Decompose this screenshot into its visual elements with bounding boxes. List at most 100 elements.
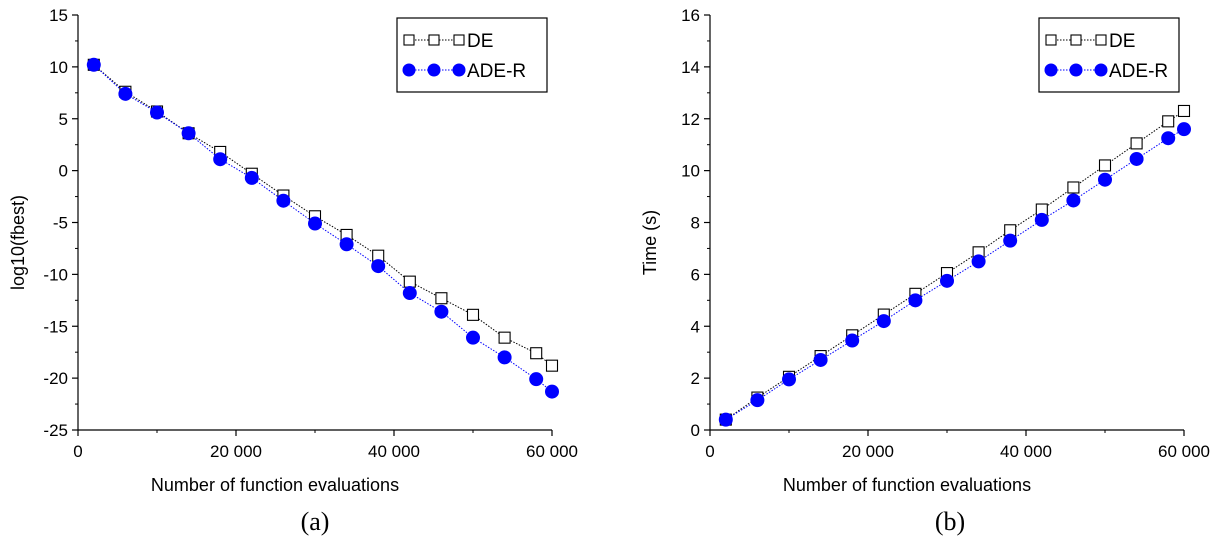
y-tick-label: 4 [691, 317, 700, 336]
data-point-de [1067, 181, 1080, 194]
x-tick-label: 40 000 [1000, 442, 1052, 461]
data-point-de [545, 359, 559, 372]
data-point-ade-r [181, 126, 196, 141]
legend-marker [1070, 34, 1082, 46]
data-point-ade-r [339, 237, 354, 252]
y-tick-label: -25 [43, 421, 68, 440]
data-point-ade-r [150, 105, 164, 120]
legend: DE ADE-R [1038, 17, 1180, 93]
data-point-ade-r [1098, 172, 1112, 187]
data-point-ade-r [276, 193, 291, 208]
y-tick-label: 12 [681, 110, 700, 129]
data-point-ade-r [1177, 122, 1191, 137]
data-point-de [1098, 159, 1112, 172]
plot-area [86, 57, 559, 399]
data-point-ade-r [940, 273, 954, 288]
legend-label: ADE-R [1109, 61, 1168, 82]
legend-box [1038, 17, 1180, 93]
y-tick-label: -20 [43, 369, 68, 388]
x-tick-label: 60 000 [526, 442, 578, 461]
data-point-ade-r [845, 333, 860, 348]
data-point-ade-r [86, 57, 101, 72]
legend-marker [1094, 63, 1108, 77]
data-point-ade-r [1034, 212, 1049, 227]
series-line-ade-r [725, 128, 1185, 421]
panel-caption: (b) [935, 507, 965, 536]
y-tick-label: 16 [681, 6, 700, 25]
legend-marker [1045, 34, 1057, 46]
y-tick-label: 15 [49, 6, 68, 25]
data-point-de [403, 275, 416, 288]
legend-label: ADE-R [467, 61, 526, 82]
y-tick-label: -10 [43, 265, 68, 284]
data-point-ade-r [371, 259, 386, 274]
y-tick-label: 2 [691, 369, 700, 388]
legend-marker [428, 34, 440, 46]
y-tick-label: -15 [43, 317, 68, 336]
x-tick-label: 20 000 [842, 442, 894, 461]
y-tick-label: 5 [59, 110, 68, 129]
data-point-ade-r [545, 384, 559, 399]
data-point-ade-r [529, 372, 544, 387]
y-tick-label: 14 [681, 58, 700, 77]
x-axis-label: Number of function evaluations [783, 475, 1031, 495]
legend-marker [403, 34, 415, 46]
legend-marker [1069, 63, 1083, 77]
chart-panel-1: 15 10 5 0 -5 -10 -15 -20 -25 0 20 000 40 000 60 000 N… [8, 6, 578, 536]
data-point-ade-r [1003, 233, 1018, 248]
data-point-ade-r [1161, 131, 1176, 146]
data-point-ade-r [118, 86, 133, 101]
y-tick-label: 6 [691, 265, 700, 284]
y-tick-label: 0 [59, 162, 68, 181]
data-point-de [498, 331, 511, 344]
legend-marker [427, 63, 441, 77]
y-tick-label: 10 [49, 58, 68, 77]
data-point-ade-r [308, 216, 322, 231]
y-tick-label: -5 [53, 214, 68, 233]
x-tick-label: 60 000 [1158, 442, 1210, 461]
series-line-de [93, 64, 553, 367]
data-point-de [530, 347, 543, 360]
legend-marker [453, 34, 465, 46]
legend-box [396, 17, 548, 93]
y-tick-label: 0 [691, 421, 700, 440]
data-point-ade-r [402, 286, 417, 301]
y-axis-label: Time (s) [640, 210, 660, 275]
data-point-ade-r [244, 170, 259, 185]
data-point-de [466, 308, 480, 321]
legend-label: DE [467, 31, 493, 52]
legend: DE ADE-R [396, 17, 548, 93]
data-point-ade-r [1066, 193, 1081, 208]
x-tick-label: 20 000 [210, 442, 262, 461]
series-line-ade-r [93, 64, 553, 393]
data-point-ade-r [718, 412, 733, 427]
data-point-ade-r [908, 293, 923, 308]
data-point-ade-r [1129, 151, 1144, 166]
data-point-de [1130, 137, 1143, 150]
data-point-ade-r [213, 152, 228, 167]
data-point-ade-r [750, 393, 765, 408]
legend-marker [402, 63, 416, 77]
data-point-de [1177, 104, 1191, 118]
x-tick-label: 0 [73, 442, 82, 461]
plot-area [718, 104, 1191, 427]
x-axis-label: Number of function evaluations [151, 475, 399, 495]
x-tick-label: 40 000 [368, 442, 420, 461]
panel-caption: (a) [301, 507, 330, 536]
data-point-de [1162, 115, 1175, 128]
data-point-ade-r [434, 304, 449, 319]
y-axis-label: log10(fbest) [8, 195, 28, 290]
data-point-ade-r [813, 352, 828, 367]
y-tick-label: 8 [691, 214, 700, 233]
x-tick-label: 0 [705, 442, 714, 461]
data-point-ade-r [876, 314, 891, 329]
data-point-ade-r [782, 372, 796, 387]
data-point-ade-r [466, 330, 480, 345]
legend-marker [452, 63, 466, 77]
legend-marker [1044, 63, 1058, 77]
y-tick-label: 10 [681, 162, 700, 181]
legend-label: DE [1109, 31, 1135, 52]
chart-panel-2: 0 2 4 6 8 10 12 14 16 0 20 000 40 000 60 000 Number o… [640, 6, 1210, 536]
data-point-ade-r [971, 254, 986, 269]
